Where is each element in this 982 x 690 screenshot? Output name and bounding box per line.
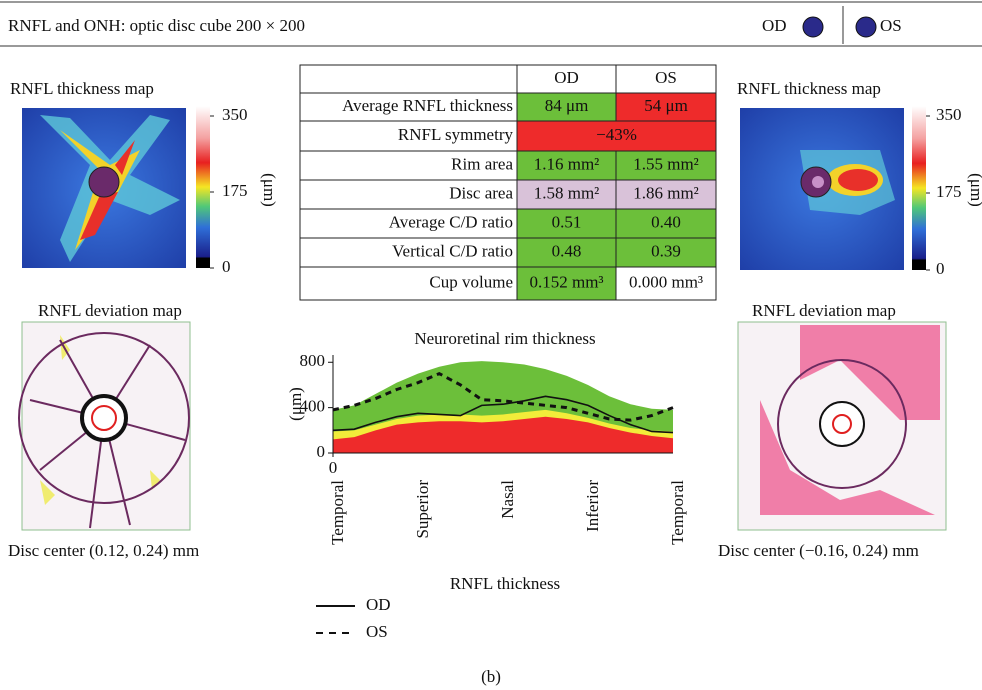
cell-value: 1.55 mm²: [633, 154, 699, 173]
cell-value: 54 μm: [644, 96, 688, 115]
row-label: Cup volume: [429, 272, 513, 291]
legend-label: OS: [366, 622, 388, 641]
figure: RNFL and ONH: optic disc cube 200 × 200 …: [0, 0, 982, 690]
row-label: Vertical C/D ratio: [392, 241, 513, 260]
disc-outline: [820, 402, 864, 446]
optic-disc: [89, 167, 119, 197]
map-title: RNFL thickness map: [737, 79, 881, 98]
cell-value: 84 μm: [545, 96, 589, 115]
colorbar-tick-label: 350: [222, 105, 248, 124]
disc-center: Disc center (0.12, 0.24) mm: [8, 541, 199, 560]
category-label: Superior: [413, 480, 432, 539]
map-title: RNFL deviation map: [752, 301, 896, 320]
y-tick-label: 800: [300, 351, 326, 370]
row-label: RNFL symmetry: [398, 125, 514, 144]
chart-title: Neuroretinal rim thickness: [414, 329, 595, 348]
od-label: OD: [762, 16, 787, 35]
cell-value: 1.16 mm²: [534, 154, 600, 173]
row-label: Average C/D ratio: [389, 212, 513, 231]
cup: [812, 176, 824, 188]
caption: (b): [481, 667, 501, 686]
os-marker: [856, 17, 876, 37]
y-tick-label: 0: [317, 442, 326, 461]
colorbar: [196, 106, 210, 268]
colorbar-tick-label: 350: [936, 105, 962, 124]
colorbar-tick-label: 175: [222, 181, 248, 200]
disc-center: Disc center (−0.16, 0.24) mm: [718, 541, 919, 560]
row-label: Disc area: [449, 183, 513, 202]
map-title: RNFL thickness map: [10, 79, 154, 98]
colorbar-tick-label: 0: [936, 259, 945, 278]
category-label: Temporal: [328, 480, 347, 545]
table-cell: [300, 65, 517, 93]
row-label: Average RNFL thickness: [342, 96, 513, 115]
map-title: RNFL deviation map: [38, 301, 182, 320]
x-tick-label: 0: [329, 458, 338, 477]
cell-value: 0.48: [552, 241, 582, 260]
colorbar-tick-label: 0: [222, 257, 231, 276]
table-header: OD: [554, 68, 579, 87]
cell-value: 0.39: [651, 241, 681, 260]
colorbar: [912, 106, 926, 270]
category-label: Inferior: [583, 480, 602, 532]
cell-value: 0.51: [552, 212, 582, 231]
category-label: Temporal: [668, 480, 687, 545]
y-tick-label: 400: [300, 397, 326, 416]
map-region: [838, 169, 878, 191]
category-label: Nasal: [498, 480, 517, 519]
x-axis-label: RNFL thickness: [450, 574, 560, 593]
cell-value: 0.152 mm³: [529, 272, 603, 291]
colorbar-unit: (μm): [260, 173, 279, 207]
cell-value: −43%: [596, 125, 637, 144]
table-header: OS: [655, 68, 677, 87]
colorbar-tick-label: 175: [936, 182, 962, 201]
legend-label: OD: [366, 595, 391, 614]
cell-value: 0.40: [651, 212, 681, 231]
od-marker: [803, 17, 823, 37]
os-label: OS: [880, 16, 902, 35]
row-label: Rim area: [451, 154, 513, 173]
header-title: RNFL and ONH: optic disc cube 200 × 200: [8, 16, 305, 35]
cell-value: 1.58 mm²: [534, 183, 600, 202]
cell-value: 1.86 mm²: [633, 183, 699, 202]
colorbar-unit: (μm): [967, 173, 982, 207]
cell-value: 0.000 mm³: [629, 272, 703, 291]
disc-outline: [82, 396, 126, 440]
